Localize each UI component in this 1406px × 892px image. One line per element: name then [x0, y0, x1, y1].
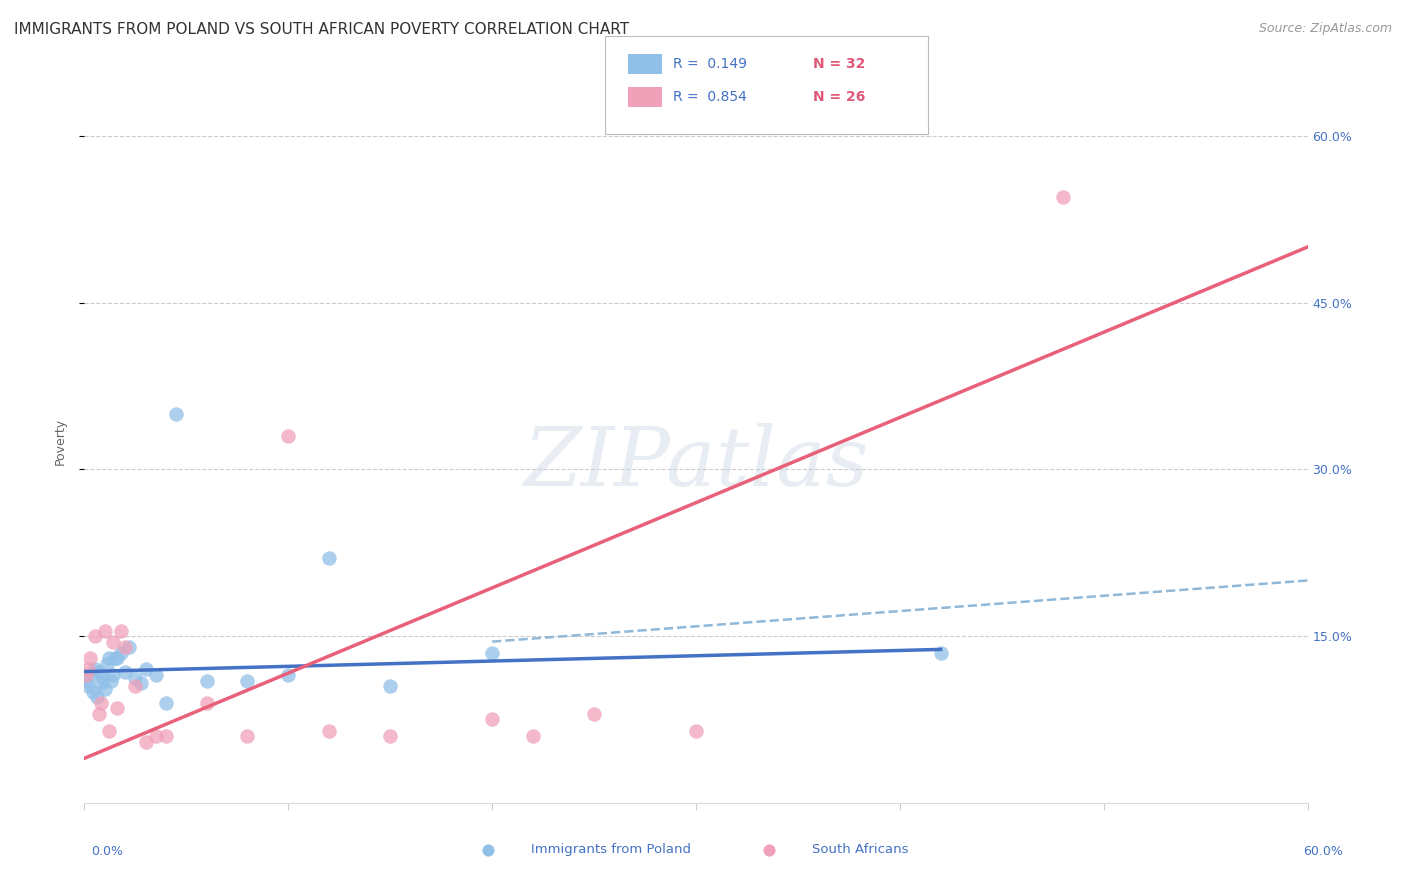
Point	[97, 723, 120, 738]
Point	[195, 673, 218, 688]
Text: South Africans: South Africans	[813, 843, 908, 856]
Text: Source: ZipAtlas.com: Source: ZipAtlas.com	[1258, 22, 1392, 36]
Y-axis label: Poverty: Poverty	[53, 418, 66, 465]
Point	[236, 729, 259, 743]
Point	[131, 675, 153, 690]
Point	[114, 640, 136, 655]
Point	[75, 673, 97, 688]
Text: Immigrants from Poland: Immigrants from Poland	[531, 843, 690, 856]
Point	[91, 671, 114, 685]
Point	[97, 651, 120, 665]
Point	[522, 729, 544, 743]
Point	[135, 734, 157, 748]
Point	[277, 668, 299, 682]
Point	[83, 629, 105, 643]
Point	[100, 673, 122, 688]
Text: ZIPatlas: ZIPatlas	[523, 423, 869, 503]
Point	[165, 407, 187, 421]
Point	[77, 679, 100, 693]
Point	[481, 646, 503, 660]
Point	[318, 551, 340, 566]
Text: IMMIGRANTS FROM POLAND VS SOUTH AFRICAN POVERTY CORRELATION CHART: IMMIGRANTS FROM POLAND VS SOUTH AFRICAN …	[14, 22, 630, 37]
Point	[1052, 190, 1074, 204]
Point	[86, 690, 108, 705]
Point	[155, 729, 177, 743]
Point	[929, 646, 952, 660]
Point	[77, 662, 100, 676]
Point	[110, 624, 132, 638]
Text: N = 26: N = 26	[813, 90, 865, 104]
Point	[87, 706, 110, 721]
Point	[79, 668, 101, 682]
Point	[124, 679, 146, 693]
Point	[155, 696, 177, 710]
Text: R =  0.149: R = 0.149	[673, 57, 748, 71]
Point	[118, 640, 141, 655]
Point	[96, 657, 118, 671]
Text: 0.0%: 0.0%	[91, 846, 124, 858]
Point	[101, 634, 124, 648]
Point	[75, 668, 97, 682]
Point	[236, 673, 259, 688]
Point	[90, 696, 112, 710]
Point	[104, 651, 127, 665]
Point	[135, 662, 157, 676]
Text: 60.0%: 60.0%	[1303, 846, 1343, 858]
Point	[114, 665, 136, 679]
Point	[79, 651, 101, 665]
Point	[110, 646, 132, 660]
Point	[318, 723, 340, 738]
Point	[124, 671, 146, 685]
Point	[195, 696, 218, 710]
Point	[93, 624, 115, 638]
Text: R =  0.854: R = 0.854	[673, 90, 748, 104]
Point	[481, 713, 503, 727]
Point	[82, 684, 104, 698]
Point	[145, 668, 167, 682]
Point	[1215, 868, 1237, 882]
Point	[93, 682, 115, 697]
Point	[90, 675, 112, 690]
Point	[145, 729, 167, 743]
Point	[747, 868, 769, 882]
Point	[87, 665, 110, 679]
Point	[380, 679, 402, 693]
Text: N = 32: N = 32	[813, 57, 865, 71]
Point	[105, 651, 128, 665]
Point	[83, 662, 105, 676]
Point	[583, 706, 606, 721]
Point	[277, 429, 299, 443]
Point	[101, 668, 124, 682]
Point	[105, 701, 128, 715]
Point	[380, 729, 402, 743]
Point	[685, 723, 707, 738]
